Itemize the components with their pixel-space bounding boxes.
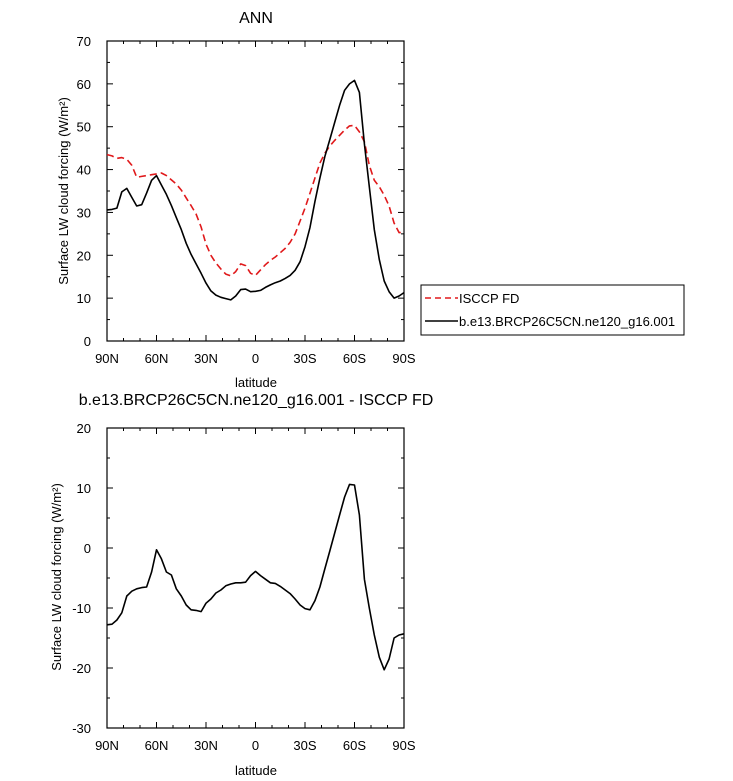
top-chart-title: ANN	[239, 10, 273, 27]
top-y-tick-label: 70	[77, 34, 91, 49]
bottom-x-tick-label: 0	[252, 738, 259, 753]
top-x-tick-label: 60N	[145, 351, 169, 366]
top-plot-frame	[106, 40, 405, 342]
top-chart-xlabel: latitude	[235, 375, 277, 390]
bottom-y-tick-label: -10	[72, 601, 91, 616]
legend-label-model: b.e13.BRCP26C5CN.ne120_g16.001	[459, 314, 675, 329]
top-y-tick-label: 0	[84, 334, 91, 349]
top-chart: ANN 0 10 20 30 40 50 60 70 90N 60N 30N 0 30S 60S 90S l…	[56, 10, 416, 390]
top-series-line-1	[106, 124, 404, 277]
top-y-tick-label: 60	[77, 77, 91, 92]
bottom-x-tick-label: 60N	[145, 738, 169, 753]
top-y-tick-label: 50	[77, 120, 91, 135]
top-x-tick-label: 90N	[95, 351, 119, 366]
top-x-tick-label: 90S	[392, 351, 415, 366]
bottom-y-tick-label: -30	[72, 721, 91, 736]
bottom-y-tick-label: -20	[72, 661, 91, 676]
bottom-x-tick-label: 30S	[293, 738, 316, 753]
bottom-x-tick-label: 60S	[343, 738, 366, 753]
bottom-plot-area: -30 -20 -10 0 10 20 90N 60N 30N 0 30S 60S 90S	[72, 421, 416, 753]
bottom-chart-ylabel: Surface LW cloud forcing (W/m²)	[49, 483, 64, 671]
bottom-y-tick-label: 0	[84, 541, 91, 556]
top-y-tick-label: 30	[77, 205, 91, 220]
top-chart-ylabel: Surface LW cloud forcing (W/m²)	[56, 97, 71, 285]
top-x-tick-label: 0	[252, 351, 259, 366]
legend: ISCCP FD b.e13.BRCP26C5CN.ne120_g16.001	[420, 284, 685, 336]
legend-label-isccp: ISCCP FD	[459, 291, 519, 306]
bottom-y-tick-label: 20	[77, 421, 91, 436]
bottom-x-tick-label: 90S	[392, 738, 415, 753]
bottom-x-tick-label: 30N	[194, 738, 218, 753]
bottom-y-tick-label: 10	[77, 481, 91, 496]
bottom-chart-title: b.e13.BRCP26C5CN.ne120_g16.001 - ISCCP F…	[79, 392, 434, 409]
bottom-chart: b.e13.BRCP26C5CN.ne120_g16.001 - ISCCP F…	[49, 392, 433, 778]
top-y-tick-label: 20	[77, 248, 91, 263]
bottom-series-line-1	[106, 483, 405, 671]
top-y-tick-label: 40	[77, 163, 91, 178]
top-x-tick-label: 30N	[194, 351, 218, 366]
bottom-plot-frame	[106, 427, 405, 729]
top-y-tick-label: 10	[77, 291, 91, 306]
bottom-chart-xlabel: latitude	[235, 763, 277, 778]
bottom-x-tick-label: 90N	[95, 738, 119, 753]
top-plot-area: 0 10 20 30 40 50 60 70 90N 60N 30N 0 30S 60S 90S	[77, 34, 416, 366]
top-x-tick-label: 30S	[293, 351, 316, 366]
top-x-tick-label: 60S	[343, 351, 366, 366]
top-series-line-2	[106, 79, 405, 301]
legend-box	[420, 284, 685, 336]
